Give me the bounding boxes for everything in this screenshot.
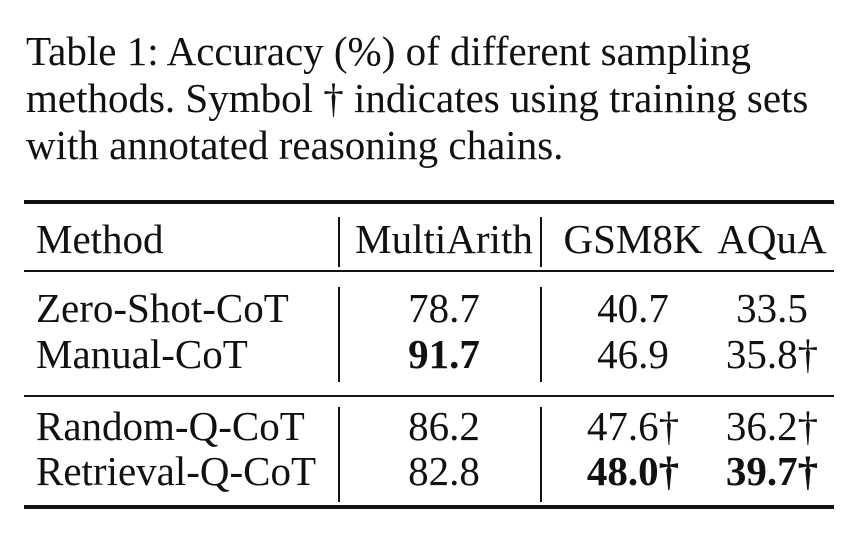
header-rule: [24, 270, 834, 272]
header-gsm8k: GSM8K: [563, 216, 703, 262]
cell-aqua: 33.5: [736, 285, 808, 331]
cell-multiarith: 78.7: [408, 285, 480, 331]
cell-gsm8k: 46.9: [597, 331, 669, 377]
header-multiarith: MultiArith: [355, 216, 533, 262]
cell-gsm8k: 40.7: [597, 285, 669, 331]
cell-aqua: 35.8†: [725, 331, 819, 377]
row-method-random-q-cot: Random-Q-CoT: [36, 403, 305, 449]
top-rule: [24, 200, 834, 204]
header-divider-1: [338, 217, 340, 267]
table-caption: Table 1: Accuracy (%) of different sampl…: [26, 28, 809, 168]
row-method-retrieval-q-cot: Retrieval-Q-CoT: [36, 448, 317, 494]
cell-aqua: 36.2†: [725, 403, 819, 449]
header-divider-2: [540, 217, 542, 267]
cell-gsm8k: 47.6†: [586, 403, 680, 449]
group1-divider-1: [338, 287, 340, 382]
cell-gsm8k-best: 48.0†: [586, 448, 680, 494]
group1-divider-2: [540, 287, 542, 382]
cell-multiarith-best: 91.7: [408, 331, 480, 377]
cell-multiarith: 86.2: [408, 403, 480, 449]
group2-divider-2: [540, 407, 542, 502]
cell-multiarith: 82.8: [408, 448, 480, 494]
row-method-manual-cot: Manual-CoT: [36, 331, 248, 377]
header-aqua: AQuA: [717, 216, 827, 262]
header-method: Method: [36, 216, 164, 262]
row-method-zero-shot-cot: Zero-Shot-CoT: [36, 285, 289, 331]
group2-divider-1: [338, 407, 340, 502]
cell-aqua-best: 39.7†: [725, 448, 819, 494]
results-table: Method MultiArith GSM8K AQuA Zero-Shot-C…: [24, 200, 834, 513]
group-rule: [24, 395, 834, 397]
bottom-rule: [24, 505, 834, 509]
